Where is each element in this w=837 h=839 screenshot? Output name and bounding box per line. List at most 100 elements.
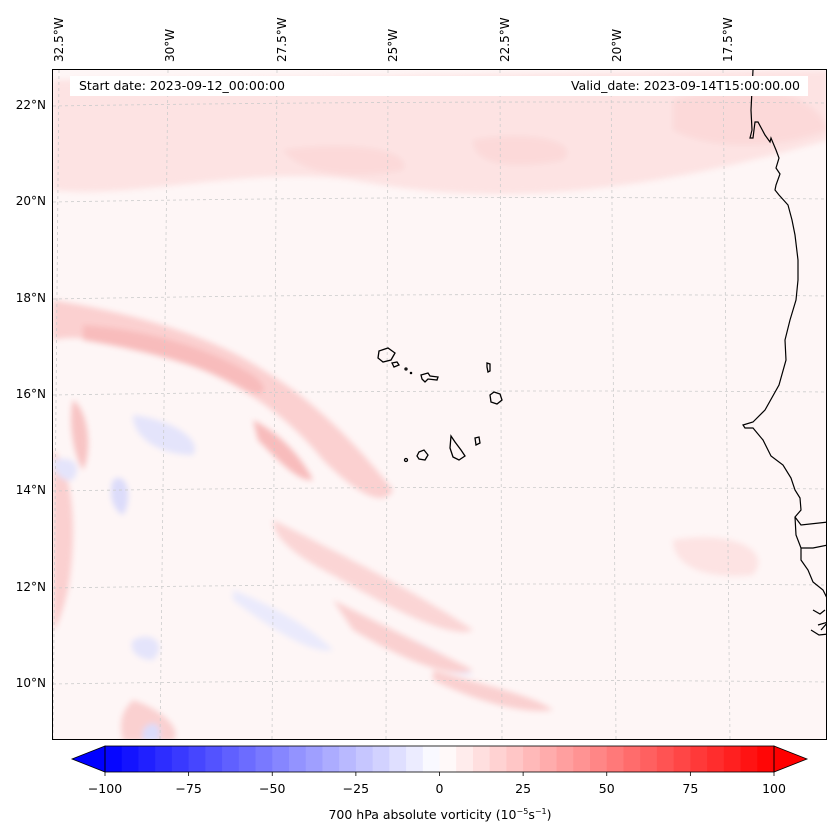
lat-tick-label: 22°N — [15, 98, 46, 112]
vorticity-contour-positive — [53, 450, 73, 630]
vorticity-contour-positive — [53, 300, 393, 499]
colorbar-swatch — [155, 746, 173, 772]
start-date-label: Start date: 2023-09-12_00:00:00 — [79, 78, 285, 93]
gridline-lat — [53, 390, 826, 396]
island-boa-vista — [489, 391, 503, 405]
colorbar-swatch — [339, 746, 357, 772]
colorbar-swatch — [238, 746, 257, 772]
vorticity-contour-positive — [273, 520, 473, 632]
gridlines — [53, 70, 826, 739]
colorbar-swatch — [640, 746, 658, 772]
colorbar-tick-label: −50 — [259, 781, 286, 796]
lon-tick-label: 30°W — [163, 28, 177, 62]
gridline-lon — [53, 70, 60, 739]
colorbar-swatch — [372, 746, 390, 772]
lat-tick-label: 20°N — [15, 194, 46, 208]
vorticity-contour-negative — [142, 723, 160, 739]
colorbar-swatch — [322, 746, 340, 772]
colorbar-swatch — [439, 746, 457, 772]
lon-tick-label: 32.5°W — [52, 17, 66, 62]
colorbar-tick-label: −25 — [342, 781, 370, 796]
colorbar-swatch — [573, 746, 591, 772]
lat-tick-label: 10°N — [15, 676, 46, 690]
island-sao-vicente — [391, 361, 400, 368]
colorbar-swatch — [606, 746, 624, 772]
vorticity-field — [53, 70, 826, 739]
date-annotation-bar: Start date: 2023-09-12_00:00:00 Valid_da… — [70, 76, 808, 96]
lon-tick-label: 27.5°W — [275, 17, 289, 62]
gridline-lon — [610, 70, 617, 739]
colorbar-extend-max — [773, 745, 809, 773]
vorticity-contour-positive — [83, 325, 264, 394]
colorbar-extend-min — [70, 745, 106, 773]
gridline-lat — [53, 487, 826, 492]
colorbar-label-exp2: −1 — [534, 807, 547, 816]
gridline-lon — [271, 70, 278, 739]
colorbar-swatch — [472, 746, 491, 772]
colorbar-tick-label: −75 — [175, 781, 202, 796]
colorbar-swatch — [723, 746, 742, 772]
colorbar-swatch — [556, 746, 574, 772]
vorticity-contour-negative — [131, 636, 160, 660]
island-fogo — [416, 449, 429, 461]
colorbar-label-suffix: ) — [546, 807, 552, 822]
colorbar-swatch — [690, 746, 708, 772]
vorticity-contour-negative — [233, 590, 333, 651]
island-islet — [409, 371, 413, 375]
vorticity-contour-positive — [473, 136, 567, 165]
colorbar-swatch — [656, 746, 675, 772]
vorticity-contour-positive — [71, 400, 89, 470]
gridline-lat — [53, 197, 826, 203]
vorticity-contour-positive — [283, 146, 405, 175]
colorbar-swatch — [673, 746, 691, 772]
gridline-lat — [53, 583, 826, 589]
vorticity-contour-positive — [53, 70, 826, 195]
colorbar-tick-label: 75 — [682, 781, 699, 796]
vorticity-contour-negative — [133, 415, 195, 455]
colorbar-swatch — [623, 746, 641, 772]
colorbar-swatch — [506, 746, 524, 772]
lat-tick-label: 16°N — [15, 387, 46, 401]
colorbar-swatch — [188, 746, 206, 772]
colorbar-label-exp1: −5 — [516, 807, 529, 816]
colorbar-swatch — [740, 746, 758, 772]
island-santiago — [449, 434, 466, 461]
colorbar-label-prefix: 700 hPa absolute vorticity (10 — [328, 807, 517, 822]
lon-tick-label: 25°W — [386, 28, 400, 62]
lat-tick-label: 14°N — [15, 483, 46, 497]
colorbar-swatch — [406, 746, 424, 772]
vorticity-contour-positive — [253, 420, 313, 481]
colorbar-swatch — [355, 746, 374, 772]
colorbar-tick-label: 25 — [515, 781, 532, 796]
colorbar-tick-label: 50 — [598, 781, 615, 796]
map-axes — [52, 69, 827, 740]
colorbar-swatch — [255, 746, 273, 772]
lon-tick-label: 20°W — [610, 28, 624, 62]
colorbar-swatch — [389, 746, 407, 772]
vorticity-contour-positive — [333, 600, 473, 673]
colorbar-tick-label: 100 — [762, 781, 786, 796]
gridline-lon — [385, 70, 389, 739]
colorbar-swatch — [456, 746, 474, 772]
colorbar-label: 700 hPa absolute vorticity (10−5s−1) — [0, 807, 837, 822]
colorbar-swatch — [523, 746, 541, 772]
colorbar-swatch — [205, 746, 223, 772]
colorbar-swatch — [171, 746, 190, 772]
vorticity-contour-negative — [53, 458, 77, 481]
colorbar-swatch — [422, 746, 440, 772]
lon-tick-label: 17.5°W — [721, 17, 735, 62]
island-maio — [474, 436, 481, 446]
lat-tick-label: 12°N — [15, 580, 46, 594]
valid-date-label: Valid_date: 2023-09-14T15:00:00.00 — [570, 78, 800, 93]
island-santo-antao — [377, 347, 396, 363]
gridline-lon — [499, 70, 503, 739]
colorbar — [70, 745, 809, 776]
colorbar-swatch — [489, 746, 507, 772]
colorbar-swatch — [222, 746, 240, 772]
colorbar-swatch — [305, 746, 323, 772]
island-sal — [486, 362, 491, 373]
colorbar-swatch — [105, 746, 123, 772]
colorbar-tick-label: −100 — [87, 781, 123, 796]
gridline-lat — [53, 680, 826, 685]
